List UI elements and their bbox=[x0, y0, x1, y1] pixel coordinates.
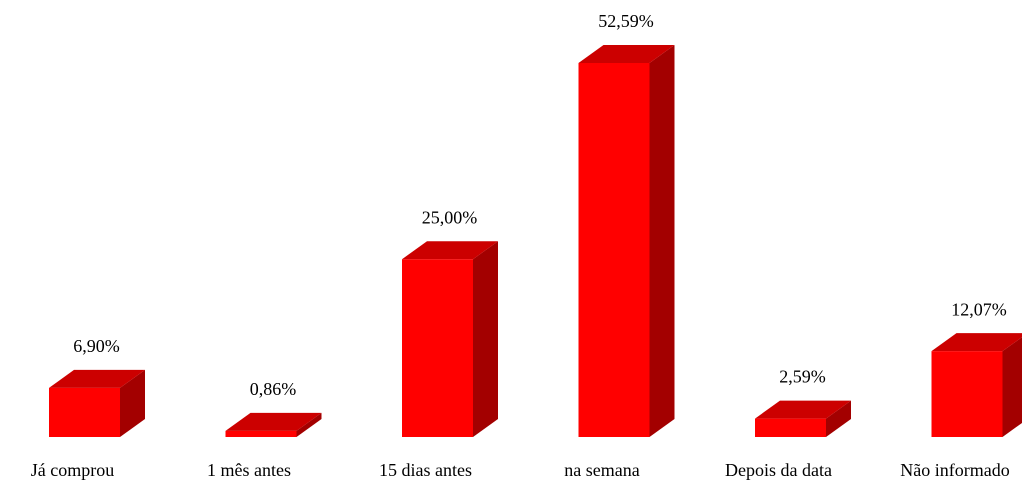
bar-side bbox=[649, 45, 675, 437]
bar bbox=[931, 333, 1022, 437]
value-label: 6,90% bbox=[73, 336, 120, 356]
bar bbox=[402, 241, 498, 437]
bar-top bbox=[578, 45, 675, 63]
bar-side bbox=[473, 241, 498, 437]
bar-front bbox=[225, 430, 297, 437]
value-label: 25,00% bbox=[422, 207, 478, 227]
bar-top bbox=[225, 412, 322, 431]
bar-top bbox=[755, 400, 851, 419]
value-label: 12,07% bbox=[951, 299, 1007, 319]
value-label: 0,86% bbox=[250, 379, 297, 399]
bar-front bbox=[49, 387, 120, 437]
bar-top bbox=[49, 369, 145, 388]
bar-side bbox=[120, 369, 145, 437]
x-tick-label: 15 dias antes bbox=[379, 460, 472, 480]
bar bbox=[755, 400, 851, 437]
bar-front bbox=[402, 259, 473, 437]
bar bbox=[225, 412, 322, 437]
bar-front bbox=[931, 351, 1003, 437]
bar-side bbox=[296, 412, 322, 437]
value-label: 52,59% bbox=[598, 11, 654, 31]
x-tick-label: Já comprou bbox=[31, 460, 114, 480]
value-label: 2,59% bbox=[779, 367, 826, 387]
bar bbox=[578, 45, 675, 437]
bar-front bbox=[578, 63, 650, 437]
x-tick-label: Depois da data bbox=[725, 460, 832, 480]
x-tick-label: Não informado bbox=[900, 460, 1009, 480]
bar-side bbox=[826, 400, 851, 437]
x-tick-label: na semana bbox=[564, 460, 639, 480]
bar-top bbox=[402, 241, 498, 260]
x-tick-label: 1 mês antes bbox=[207, 460, 291, 480]
bar-front bbox=[755, 418, 826, 437]
bar bbox=[49, 369, 145, 437]
bar-top bbox=[931, 333, 1022, 352]
bar-side bbox=[1002, 337, 1022, 437]
